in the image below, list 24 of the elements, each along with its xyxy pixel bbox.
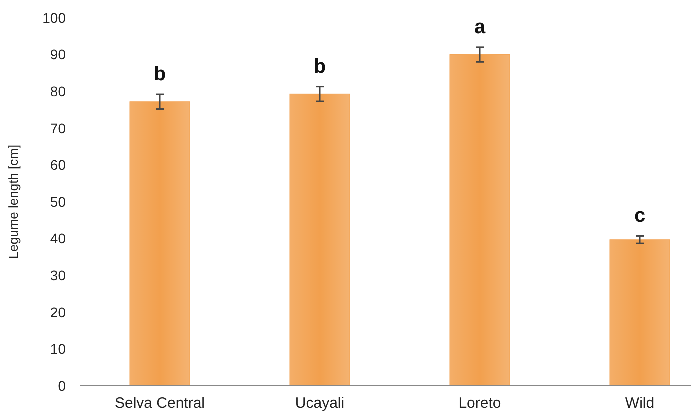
y-tick-label: 70 — [50, 120, 66, 136]
y-tick-label: 40 — [50, 230, 66, 247]
annotation: b — [154, 64, 166, 86]
y-tick-label: 0 — [58, 378, 66, 394]
annotation: c — [634, 205, 646, 228]
y-tick-label: 60 — [50, 157, 66, 174]
y-tick-label: 10 — [50, 341, 66, 358]
y-tick-label: 80 — [50, 84, 66, 100]
bar — [290, 94, 350, 386]
y-axis-title: Legume length [cm] — [6, 144, 21, 260]
y-tick-label: 50 — [50, 194, 66, 210]
x-tick-label: Ucayali — [295, 395, 345, 412]
bar — [130, 102, 190, 386]
annotation: a — [474, 16, 486, 38]
y-tick-label: 30 — [50, 268, 66, 284]
x-tick-label: Selva Central — [114, 395, 206, 412]
x-tick-label: Loreto — [458, 395, 502, 412]
x-tick-label: Wild — [625, 395, 655, 412]
bar — [450, 54, 510, 386]
annotation: b — [314, 56, 326, 78]
y-tick-label: 20 — [50, 304, 66, 320]
y-tick-label: 100 — [42, 10, 66, 26]
bar — [610, 240, 670, 386]
y-tick-label: 90 — [50, 46, 66, 63]
